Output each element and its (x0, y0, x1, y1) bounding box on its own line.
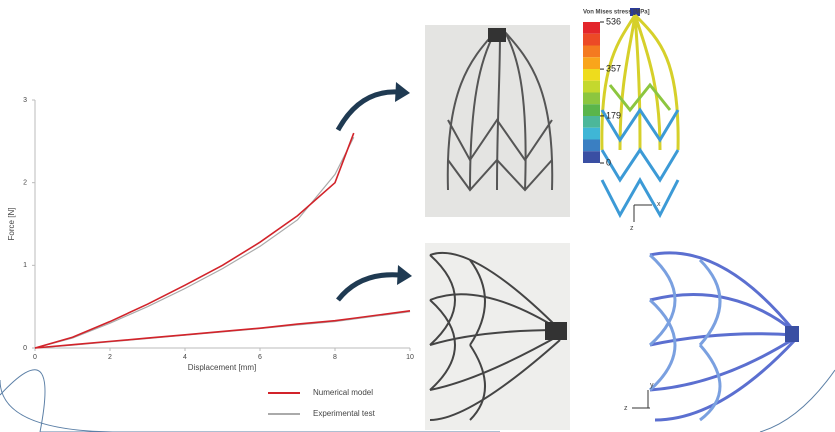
colorbar-block (583, 93, 600, 105)
arrow (338, 275, 400, 300)
x-tick-label: 0 (33, 354, 37, 361)
stent-photo (425, 25, 570, 217)
x-tick-label: 10 (406, 354, 414, 361)
colorbar-block (583, 69, 600, 81)
colorbar-block (583, 116, 600, 128)
x-tick-label: 4 (183, 354, 187, 361)
y-tick-label: 3 (23, 97, 27, 104)
colorbar-block (583, 140, 600, 152)
line (35, 133, 354, 348)
triad-label: z (630, 225, 634, 232)
colorbar-block (583, 151, 600, 163)
colorbar-block (583, 128, 600, 140)
arrow-head (397, 265, 412, 285)
y-tick-label: 0 (23, 345, 27, 352)
legend-label: Experimental test (313, 409, 376, 418)
x-tick-label: 6 (258, 354, 262, 361)
legend-label: Numerical model (313, 388, 373, 397)
colorbar-block (583, 34, 600, 46)
frame-arc (760, 370, 835, 432)
x-tick-label: 8 (333, 354, 337, 361)
arrow-head (395, 82, 410, 102)
line (35, 137, 354, 348)
x-tick-label: 2 (108, 354, 112, 361)
colorbar-block (583, 104, 600, 116)
y-tick-label: 2 (23, 180, 27, 187)
colorbar-block (583, 57, 600, 69)
colorbar-block (583, 22, 600, 34)
x-axis-label: Displacement [mm] (188, 363, 256, 372)
colorbar-tick-label: 179 (606, 110, 621, 120)
y-tick-label: 1 (23, 262, 27, 269)
colorbar-block (583, 46, 600, 58)
colorbar-block (583, 81, 600, 93)
colorbar-tick-label: 536 (606, 16, 621, 26)
colorbar-title: Von Mises stress [MPa] (583, 10, 650, 16)
stent-photo (425, 243, 570, 430)
triad-label: x (657, 201, 661, 208)
triad-label: y (650, 382, 654, 389)
stent-model (650, 253, 799, 420)
y-axis-label: Force [N] (7, 208, 16, 241)
figure: x z y z Von Mises stress [MPa] Displacem… (0, 0, 835, 432)
triad-label: z (624, 405, 628, 412)
arrow (338, 92, 398, 130)
colorbar-tick-label: 357 (606, 63, 621, 73)
colorbar-tick-label: 0 (606, 157, 611, 167)
axis-triad (632, 205, 652, 408)
